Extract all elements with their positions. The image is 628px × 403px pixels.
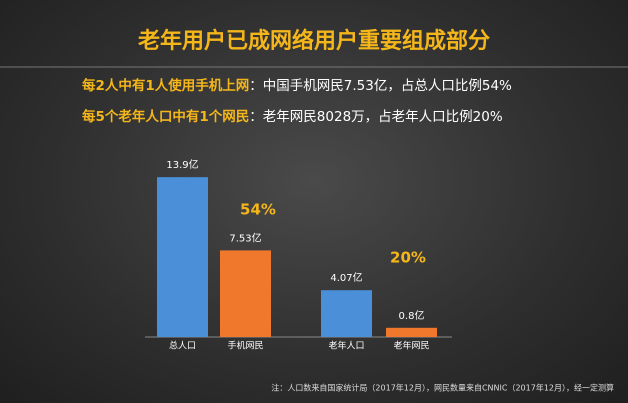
bar (220, 250, 271, 337)
value-label: 4.07亿 (330, 271, 362, 284)
note-highlight: 每5个老年人口中有1个网民 (82, 108, 249, 125)
note-text: ：老年网民8028万，占老年人口比例20% (249, 109, 503, 125)
bar (321, 290, 372, 337)
note: 每5个老年人口中有1个网民：老年网民8028万，占老年人口比例20% (82, 108, 503, 125)
annotation: 20% (390, 249, 426, 267)
note-text: ：中国手机网民7.53亿，占总人口比例54% (249, 78, 512, 94)
footnote: 注：人口数来自国家统计局（2017年12月），网民数量来自CNNIC（2017年… (271, 383, 614, 393)
bar (386, 327, 437, 337)
note: 每2人中有1人使用手机上网：中国手机网民7.53亿，占总人口比例54% (82, 77, 512, 94)
x-tick-label: 老年人口 (328, 340, 364, 352)
bar (157, 177, 208, 337)
value-label: 13.9亿 (166, 158, 198, 171)
chart-title: 老年用户已成网络用户重要组成部分 (137, 28, 490, 54)
x-tick-label: 总人口 (169, 340, 196, 352)
annotation: 54% (240, 201, 276, 219)
value-label: 7.53亿 (229, 231, 261, 244)
value-label: 0.8亿 (399, 309, 425, 322)
note-highlight: 每2人中有1人使用手机上网 (82, 77, 249, 94)
x-tick-label: 手机网民 (227, 340, 263, 352)
x-tick-label: 老年网民 (393, 340, 429, 352)
